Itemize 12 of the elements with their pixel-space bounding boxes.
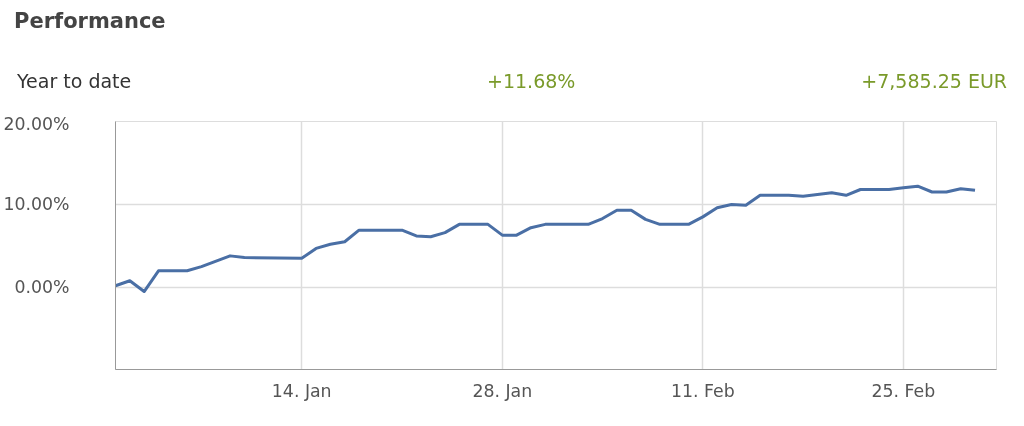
y-tick-label: 20.00% [3,113,70,134]
x-tick-label: 28. Jan [472,380,533,401]
chart-title: Performance [14,8,166,35]
x-tick-label: 11. Feb [670,380,735,401]
x-tick-label: 14. Jan [271,380,332,401]
text: +7,585.25 EUR [860,69,1007,94]
y-tick-label: 10.00% [3,194,70,215]
text: +11.68% [487,69,577,94]
y-tick-label: 0.00% [14,277,70,298]
line-series [115,184,977,294]
text: Year to date [17,69,133,94]
x-tick-label: 25. Feb [871,380,936,401]
